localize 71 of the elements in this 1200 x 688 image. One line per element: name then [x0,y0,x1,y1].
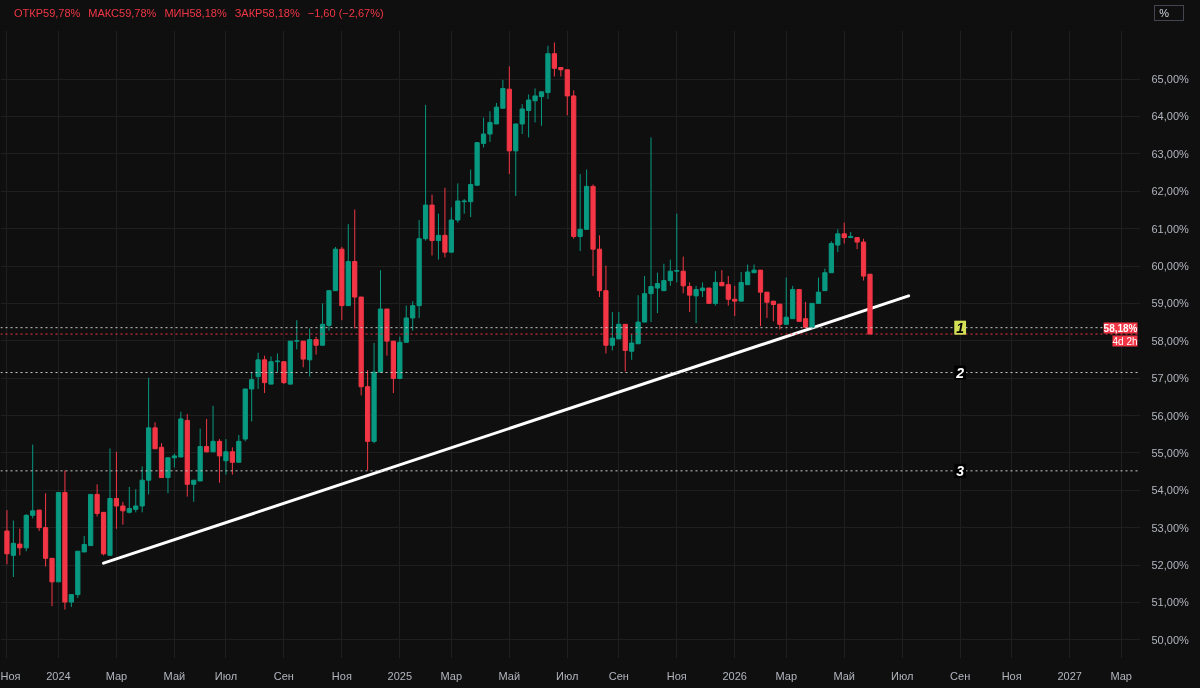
y-tick-label: 59,00% [1151,297,1190,310]
candlestick [435,213,442,261]
candlestick [712,270,719,307]
text: −1,60 (−2,67%) [307,7,384,19]
x-tick-label: Мар [1110,669,1132,682]
y-tick-label: 56,00% [1151,409,1190,422]
candlestick [313,336,319,356]
x-tick-label: Май [163,669,186,682]
candlestick [442,187,448,258]
candlestick [255,352,261,390]
text: ЗАКР58,18% [234,7,300,19]
text: МИН58,18% [164,7,227,19]
x-tick-label: Сен [273,669,294,682]
x-tick-label: Мар [775,669,798,682]
annotation: 1 [956,319,965,336]
x-tick-label: Ноя [1001,669,1022,682]
y-tick-label: 63,00% [1151,147,1190,160]
candlestick [236,434,242,463]
y-tick-label: 62,00% [1151,185,1190,198]
x-tick-label: 2027 [1057,669,1082,682]
x-tick-label: Мар [440,669,463,682]
y-tick-label: 65,00% [1151,73,1190,86]
candlestick [261,355,268,394]
y-tick-label: 57,00% [1151,372,1190,385]
y-tick-label: 61,00% [1151,222,1190,235]
ref-line-label: 58,18% [1103,322,1138,334]
y-tick-label: 60,00% [1151,260,1190,272]
candlestick [17,528,23,556]
candlestick [210,405,216,453]
x-tick-label: Июл [891,669,914,682]
y-tick-label: 58,00% [1151,334,1190,347]
candlestick [822,268,828,292]
annotation: 3 [956,462,965,479]
candlestick [216,438,223,484]
x-tick-label: 2025 [387,669,413,682]
y-tick-label: 64,00% [1151,110,1190,123]
candlestick [841,222,847,245]
y-tick-label: 55,00% [1151,446,1190,459]
y-tick-label: 50,00% [1151,633,1190,646]
candlestick [229,446,235,476]
candlestick [165,457,171,494]
x-tick-label: Мар [105,669,128,682]
x-tick-label: Ноя [0,669,21,682]
candlestick [10,520,16,578]
x-tick-label: Май [498,669,521,682]
candlestick [300,340,306,368]
candlestick [680,256,686,294]
candlestick [223,438,229,476]
candlestick [203,418,210,454]
candlestick [687,281,693,313]
x-tick-label: Сен [608,669,629,682]
text: ОТКР59,78% [14,7,81,19]
annotation: 2 [955,364,965,381]
x-tick-label: 2026 [722,669,747,682]
x-tick-label: Июл [556,669,579,682]
y-tick-label: 52,00% [1151,559,1190,572]
y-tick-label: 54,00% [1151,484,1190,497]
text: МАКС59,78% [88,7,157,19]
annotation: 4d 2h [1112,335,1138,347]
x-tick-label: Ноя [666,669,687,682]
candlestick [307,327,313,378]
candlestick [281,361,287,385]
x-tick-label: Сен [950,669,971,682]
candlestick [4,509,10,565]
y-tick-label: 51,00% [1151,596,1190,609]
y-tick-label: 53,00% [1151,521,1190,534]
text: % [1154,5,1184,21]
x-tick-label: Июл [214,669,238,682]
x-tick-label: 2024 [46,669,71,682]
x-tick-label: Ноя [331,669,352,682]
x-tick-label: Май [833,669,856,682]
